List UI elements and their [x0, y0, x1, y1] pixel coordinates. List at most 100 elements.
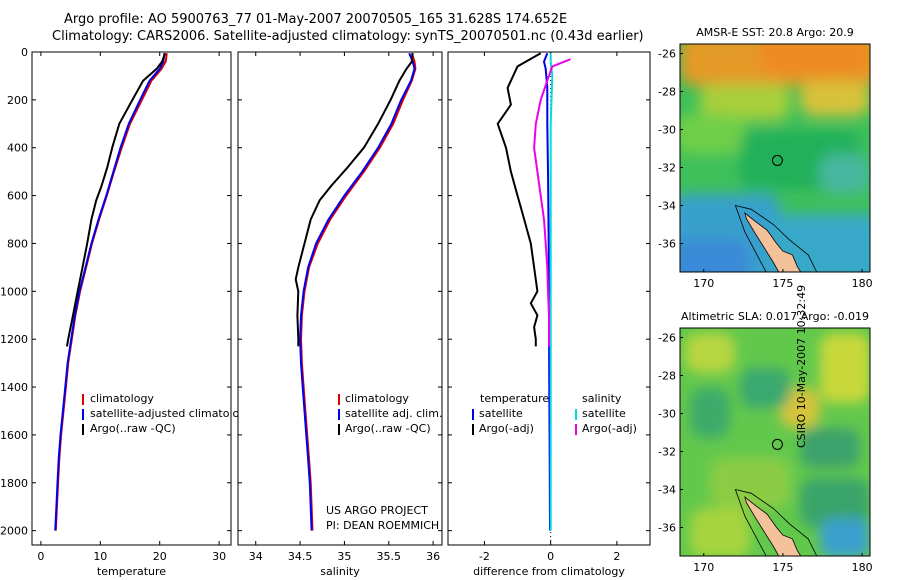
legend-label: Argo(-adj) [479, 422, 534, 435]
sst_map-ytick-label: -34 [658, 200, 676, 213]
difference-xtick-label: 2 [613, 550, 620, 563]
sla_map-ytick-label: -36 [658, 522, 676, 535]
salinity-xtick-label: 34 [249, 550, 263, 563]
difference-xlabel: difference from climatology [473, 565, 625, 578]
series-line-argo [66, 52, 167, 347]
temperature-xtick-label: 10 [93, 550, 107, 563]
series-line-satellite [299, 52, 416, 531]
sst_map-ytick-label: -28 [658, 86, 676, 99]
temperature-xtick-label: 30 [212, 550, 226, 563]
depth-tick-label: 400 [7, 142, 28, 155]
sst_map-xtick-label: 180 [852, 277, 873, 290]
legend-label: satellite [479, 407, 523, 420]
sst_map-ytick-label: -26 [658, 48, 676, 61]
legend-label: climatology [90, 392, 154, 405]
sla_map-field [680, 328, 870, 556]
sla_map-frame [679, 327, 871, 557]
depth-tick-label: 1600 [0, 429, 28, 442]
depth-tick-label: 1000 [0, 285, 28, 298]
new-zealand-land [744, 212, 802, 272]
depth-tick-label: 600 [7, 190, 28, 203]
field-patch [690, 388, 730, 438]
credit-vertical: CSIRO 10-May-2007 10:32:49 [795, 284, 808, 448]
depth-tick-label: 1800 [0, 477, 28, 490]
float-position-marker [771, 438, 783, 450]
sst_map-xtick-label: 170 [693, 277, 714, 290]
salinity-frame [237, 51, 443, 546]
temperature-xtick-label: 20 [153, 550, 167, 563]
legend-label: satellite-adjusted climatology [90, 407, 253, 420]
series-line-temperature-argo [496, 52, 542, 347]
field-blobs [685, 333, 870, 556]
field-blobs [680, 44, 870, 272]
field-patch [685, 333, 735, 373]
difference-xtick-label: 0 [547, 550, 554, 563]
field-patch [820, 333, 870, 403]
series-line-temperature-satellite [543, 52, 551, 531]
shelf-contour [734, 488, 818, 556]
field-patch [800, 428, 860, 468]
credit-pi: PI: DEAN ROEMMICH [326, 519, 440, 532]
map-sla_map: Altimetric SLA: 0.017 Argo: -0.019 170 175… [658, 310, 873, 574]
new-zealand-land [744, 496, 802, 556]
sst_map-frame [679, 43, 871, 273]
chart-title-line1: Argo profile: AO 5900763_77 01-May-2007 … [64, 12, 568, 27]
sst_map-ytick-label: -36 [658, 238, 676, 251]
field-patch [740, 368, 790, 408]
field-patch [710, 458, 790, 508]
plot-difference: -2 0 2 difference from climatology temperatu… [447, 51, 651, 578]
depth-tick-label: 1200 [0, 333, 28, 346]
salinity-xtick-label: 36 [426, 550, 440, 563]
float-position-marker [771, 154, 783, 166]
sla_map-ytick-label: -30 [658, 408, 676, 421]
difference-xtick-label: -2 [479, 550, 490, 563]
sst_map-field [680, 44, 870, 272]
sst_map-title: AMSR-E SST: 20.8 Argo: 20.9 [696, 26, 854, 39]
temperature-xtick-label: 0 [37, 550, 44, 563]
legend-label: climatology [345, 392, 409, 405]
field-patch [780, 388, 820, 428]
legend-label: Argo(..raw -QC) [345, 422, 431, 435]
depth-tick-label: 1400 [0, 381, 28, 394]
sla_map-xtick-label: 170 [693, 561, 714, 574]
salinity-xtick-label: 35 [337, 550, 351, 563]
legend-label: Argo(..raw -QC) [90, 422, 176, 435]
plot-temperature: 0 10 20 30 0 200 400 600 800 1000 1200 1400 1600 1800… [0, 46, 253, 578]
salinity-xtick-label: 34.5 [288, 550, 313, 563]
sla_map-xtick-label: 175 [772, 561, 793, 574]
salinity-xlabel: salinity [320, 565, 360, 578]
series-line-argo [294, 53, 414, 347]
credit-project: US ARGO PROJECT [326, 504, 428, 517]
sst_map-xtick-label: 175 [772, 277, 793, 290]
field-patch [700, 84, 790, 120]
temperature-xlabel: temperature [97, 565, 166, 578]
legend-label: satellite adj. clim. [345, 407, 442, 420]
depth-tick-label: 800 [7, 237, 28, 250]
sla_map-ytick-label: -34 [658, 484, 676, 497]
field-patch [820, 154, 870, 194]
sst_map-ytick-label: -32 [658, 162, 676, 175]
field-patch [770, 214, 870, 272]
series-line-satellite [54, 53, 166, 531]
legend-label: salinity [582, 392, 622, 405]
sla_map-ytick-label: -32 [658, 446, 676, 459]
shelf-contour [734, 204, 818, 272]
field-patch [800, 82, 870, 116]
series-line-salinity-argo [533, 58, 571, 347]
temperature-frame [31, 51, 232, 546]
field-patch [760, 44, 870, 74]
sst_map-ytick-label: -30 [658, 124, 676, 137]
field-patch [800, 478, 870, 528]
chart-title-line2: Climatology: CARS2006. Satellite-adjuste… [52, 29, 644, 44]
map-sst_map: AMSR-E SST: 20.8 Argo: 20.9 170 175 180 -26 -… [658, 26, 873, 290]
depth-tick-label: 200 [7, 94, 28, 107]
sla_map-title: Altimetric SLA: 0.017 Argo: -0.019 [681, 310, 869, 323]
legend-label: temperature [480, 392, 549, 405]
plot-salinity: 34 34.5 35 35.5 36 salinity climatology satelli… [237, 51, 443, 578]
sla_map-ytick-label: -28 [658, 370, 676, 383]
sla_map-xtick-label: 180 [852, 561, 873, 574]
salinity-xtick-label: 35.5 [377, 550, 402, 563]
depth-tick-label: 2000 [0, 525, 28, 538]
field-patch [680, 114, 745, 154]
